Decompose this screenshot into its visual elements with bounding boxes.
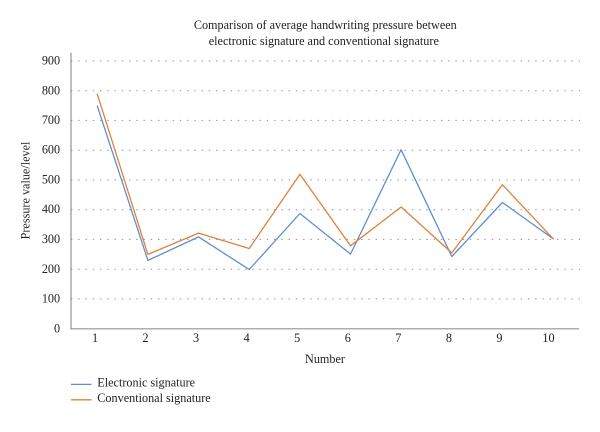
- svg-text:10: 10: [542, 331, 554, 345]
- svg-text:Electronic signature: Electronic signature: [97, 375, 195, 389]
- svg-text:200: 200: [42, 262, 60, 276]
- svg-text:Conventional signature: Conventional signature: [97, 391, 210, 405]
- svg-text:700: 700: [42, 113, 60, 127]
- svg-text:1: 1: [92, 331, 98, 345]
- svg-text:6: 6: [345, 331, 351, 345]
- svg-text:4: 4: [244, 331, 250, 345]
- svg-text:300: 300: [42, 232, 60, 246]
- svg-text:2: 2: [143, 331, 149, 345]
- svg-text:5: 5: [294, 331, 300, 345]
- svg-text:Pressure value/level: Pressure value/level: [18, 141, 32, 239]
- svg-text:3: 3: [193, 331, 199, 345]
- svg-text:400: 400: [42, 202, 60, 216]
- svg-text:9: 9: [496, 331, 502, 345]
- svg-text:0: 0: [54, 321, 60, 335]
- svg-text:800: 800: [42, 83, 60, 97]
- svg-text:600: 600: [42, 143, 60, 157]
- svg-text:Number: Number: [305, 352, 345, 366]
- svg-text:900: 900: [42, 54, 60, 68]
- svg-text:Comparison of average handwrit: Comparison of average handwriting pressu…: [194, 18, 457, 32]
- svg-text:7: 7: [395, 331, 401, 345]
- svg-text:500: 500: [42, 173, 60, 187]
- svg-text:100: 100: [42, 292, 60, 306]
- svg-text:8: 8: [446, 331, 452, 345]
- svg-text:electronic signature and conve: electronic signature and conventional si…: [209, 34, 439, 48]
